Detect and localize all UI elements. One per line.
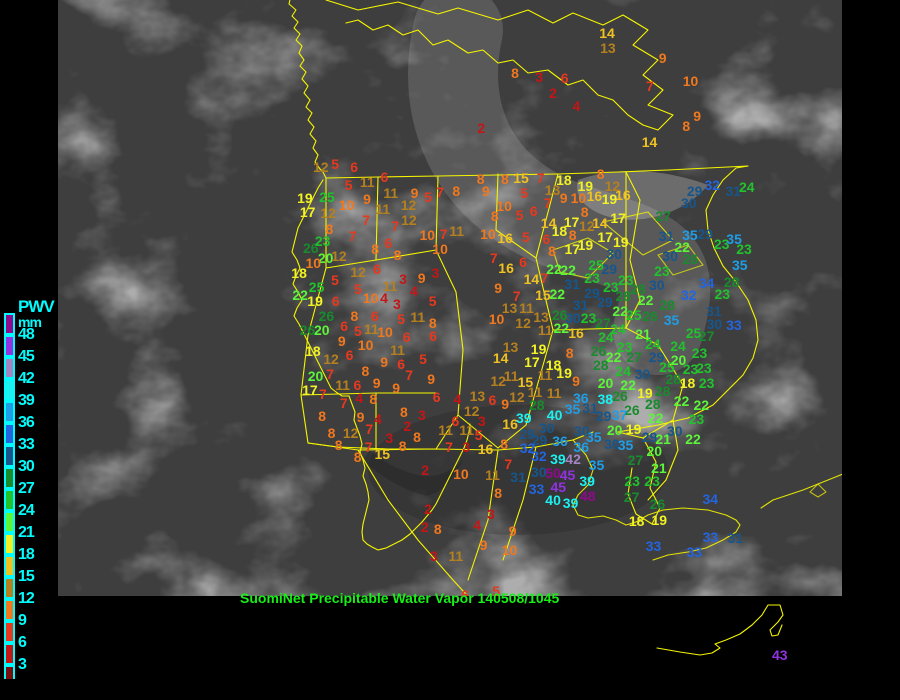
svg-text:43: 43	[772, 647, 788, 663]
